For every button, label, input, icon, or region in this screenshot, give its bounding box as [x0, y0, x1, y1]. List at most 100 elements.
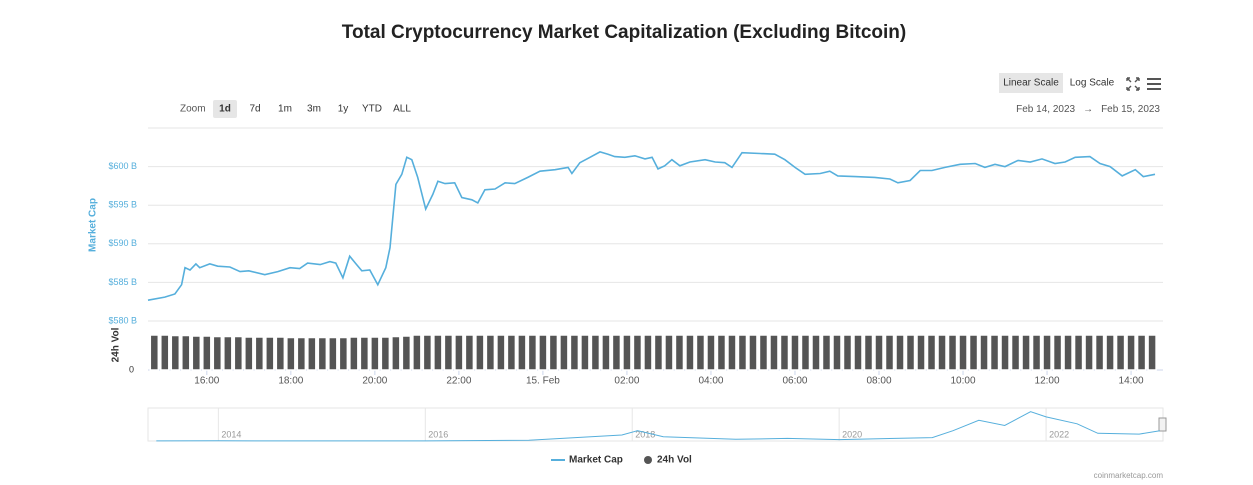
volume-bar [370, 336, 380, 371]
volume-bar [643, 334, 653, 371]
volume-bar [527, 334, 538, 371]
volume-bar [706, 334, 716, 371]
zoom-button[interactable]: 7d [249, 104, 260, 115]
navigator-handle[interactable] [1158, 417, 1167, 432]
legend-label[interactable]: 24h Vol [657, 455, 692, 466]
x-tick-label: 22:00 [446, 376, 471, 387]
legend-label[interactable]: Market Cap [569, 455, 623, 466]
volume-bar [233, 335, 244, 371]
volume-bar [569, 334, 580, 371]
x-tick-label: 08:00 [866, 376, 891, 387]
volume-bar [1126, 334, 1136, 371]
volume-bar [328, 336, 338, 371]
scale-button[interactable]: Log Scale [1070, 78, 1115, 89]
date-range: Feb 14, 2023 → Feb 15, 2023 [1016, 104, 1160, 115]
zoom-button[interactable]: 1m [278, 104, 292, 115]
volume-bar [286, 336, 296, 371]
volume-bar [412, 334, 422, 371]
volume-bar [548, 334, 559, 371]
volume-bar [307, 336, 317, 371]
volume-bar [905, 334, 916, 371]
x-tick-label: 20:00 [362, 376, 387, 387]
expand-icon[interactable] [1126, 77, 1140, 91]
navigator-tick-label: 2020 [842, 429, 862, 439]
y2-tick-label: 0 [129, 364, 134, 374]
y2-axis-title: 24h Vol [111, 327, 122, 362]
credit: coinmarketcap.com [1094, 471, 1164, 480]
volume-bar [811, 334, 821, 371]
volume-bar [275, 336, 286, 371]
zoom-button-bg [213, 100, 237, 118]
volume-bar [916, 334, 926, 371]
volume-bar [359, 336, 370, 371]
volume-bar [842, 334, 853, 371]
volume-bar [895, 334, 905, 371]
volume-bar [191, 335, 202, 371]
volume-bar [968, 334, 979, 371]
zoom-label: Zoom [180, 104, 206, 115]
volume-bar [685, 334, 695, 371]
volume-bar [601, 334, 611, 371]
volume-bar [1084, 334, 1094, 371]
zoom-button[interactable]: ALL [393, 104, 411, 115]
navigator-frame [147, 407, 1164, 442]
volume-bar [317, 336, 328, 371]
volume-bar [149, 334, 160, 371]
navigator-line [156, 411, 1160, 442]
y-tick-label: $600 B [108, 161, 137, 171]
volume-bar [433, 334, 443, 371]
volume-bar [1010, 334, 1021, 371]
y-tick-label: $595 B [108, 200, 137, 210]
x-tick-label: 15. Feb [526, 376, 560, 387]
navigator-tick-label: 2016 [428, 429, 448, 439]
zoom-button[interactable]: 1y [338, 104, 349, 115]
volume-bar [212, 335, 223, 371]
navigator-tick-label: 2014 [221, 429, 241, 439]
volume-bar [695, 334, 706, 371]
volume-bar [622, 334, 632, 371]
scale-button[interactable]: Linear Scale [1003, 78, 1059, 89]
volume-bar [517, 334, 527, 371]
volume-bar [853, 334, 863, 371]
volume-bar [391, 335, 401, 371]
date-range-separator: → [1083, 104, 1093, 115]
volume-bar [380, 336, 391, 371]
volume-bar [664, 334, 674, 371]
volume-bar [1031, 334, 1042, 371]
market-cap-line [147, 151, 1156, 301]
date-range-from: Feb 14, 2023 [1016, 104, 1075, 115]
volume-bar [496, 334, 506, 371]
volume-bar [338, 336, 349, 371]
volume-bar [937, 334, 947, 371]
volume-bar [737, 334, 748, 371]
volume-bar [181, 334, 191, 371]
x-tick-label: 14:00 [1119, 376, 1144, 387]
x-tick-label: 12:00 [1035, 376, 1060, 387]
volume-bar [265, 336, 275, 371]
zoom-button[interactable]: 3m [307, 104, 321, 115]
volume-bar [202, 335, 212, 371]
menu-icon[interactable] [1147, 78, 1161, 90]
x-tick-label: 18:00 [278, 376, 303, 387]
date-range-to: Feb 15, 2023 [1101, 104, 1160, 115]
volume-bar [611, 334, 622, 371]
zoom-button[interactable]: 1d [219, 104, 231, 115]
volume-bar [674, 334, 685, 371]
y-tick-label: $585 B [108, 277, 137, 287]
volume-bar [1094, 334, 1105, 371]
volume-bar [475, 334, 485, 371]
y-tick-label: $580 B [108, 315, 137, 325]
volume-bar [926, 334, 937, 371]
volume-bar [1147, 334, 1157, 371]
x-tick-label: 06:00 [782, 376, 807, 387]
y-axis-title: Market Cap [88, 198, 99, 252]
volume-bar [800, 334, 811, 371]
volume-bar [244, 336, 254, 371]
volume-bar [1052, 334, 1063, 371]
scale-button-bg [999, 73, 1063, 93]
volume-bar [590, 334, 601, 371]
volume-bar [758, 334, 769, 371]
zoom-button[interactable]: YTD [362, 104, 382, 115]
